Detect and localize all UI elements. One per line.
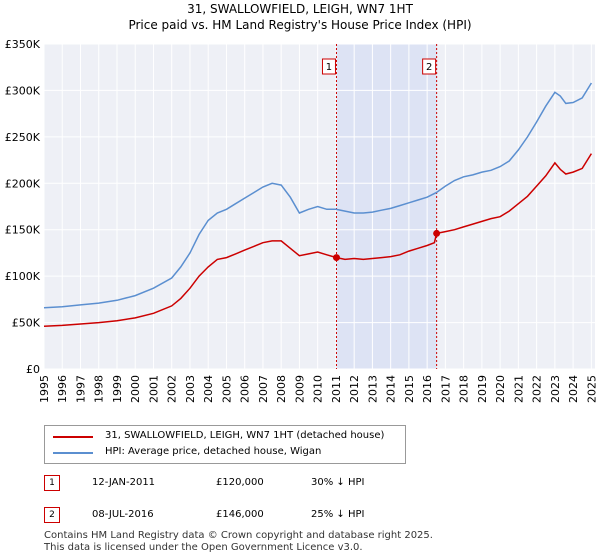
x-tick-label: 2008 bbox=[275, 375, 288, 403]
chart-title: 31, SWALLOWFIELD, LEIGH, WN7 1HT bbox=[187, 2, 413, 16]
footer-copyright: Contains HM Land Registry data © Crown c… bbox=[44, 530, 433, 541]
x-tick-label: 2018 bbox=[458, 375, 471, 403]
x-tick-label: 2011 bbox=[330, 375, 343, 403]
x-tick-label: 2006 bbox=[239, 375, 252, 403]
x-tick-label: 2003 bbox=[184, 375, 197, 403]
sale-point bbox=[332, 254, 340, 262]
legend: 31, SWALLOWFIELD, LEIGH, WN7 1HT (detach… bbox=[44, 425, 406, 464]
x-tick-label: 2010 bbox=[312, 375, 325, 403]
legend-label-property: 31, SWALLOWFIELD, LEIGH, WN7 1HT (detach… bbox=[105, 430, 385, 441]
sale-badge bbox=[321, 58, 336, 75]
transaction-price: £120,000 bbox=[216, 477, 264, 488]
y-tick-label: £200K bbox=[5, 177, 41, 190]
transaction-hpi-diff: 25% ↓ HPI bbox=[311, 509, 365, 520]
sale-badge bbox=[422, 58, 437, 75]
chart-subtitle: Price paid vs. HM Land Registry's House … bbox=[128, 18, 472, 32]
x-tick-label: 2022 bbox=[531, 375, 544, 403]
ownership-period-shading bbox=[336, 44, 437, 369]
y-tick-label: £350K bbox=[5, 38, 41, 51]
legend-swatch-property bbox=[53, 436, 93, 438]
y-tick-label: £50K bbox=[12, 317, 41, 330]
x-tick-label: 2025 bbox=[585, 375, 598, 403]
footer-licence: This data is licensed under the Open Gov… bbox=[44, 542, 363, 553]
x-tick-label: 2002 bbox=[166, 375, 179, 403]
x-tick-label: 2007 bbox=[257, 375, 270, 403]
x-tick-label: 2015 bbox=[403, 375, 416, 403]
x-tick-label: 2013 bbox=[366, 375, 379, 403]
property-price-line bbox=[43, 153, 593, 328]
transaction-price: £146,000 bbox=[216, 509, 264, 520]
y-tick-label: £300K bbox=[5, 84, 41, 97]
transaction-marker: 2 bbox=[44, 507, 60, 523]
transaction-hpi-diff: 30% ↓ HPI bbox=[311, 477, 365, 488]
legend-swatch-hpi bbox=[53, 452, 93, 454]
hpi-line bbox=[43, 82, 593, 309]
x-tick-label: 2001 bbox=[147, 375, 160, 403]
x-tick-label: 2014 bbox=[385, 375, 398, 403]
x-tick-label: 1996 bbox=[56, 375, 69, 403]
x-tick-label: 2009 bbox=[293, 375, 306, 403]
y-tick-label: £250K bbox=[5, 131, 41, 144]
x-tick-label: 2017 bbox=[439, 375, 452, 403]
x-tick-label: 1997 bbox=[74, 375, 87, 403]
x-tick-label: 2012 bbox=[348, 375, 361, 403]
x-tick-label: 2023 bbox=[549, 375, 562, 403]
legend-label-hpi: HPI: Average price, detached house, Wiga… bbox=[105, 446, 322, 457]
transaction-marker: 1 bbox=[44, 475, 60, 491]
x-tick-label: 2021 bbox=[512, 375, 525, 403]
transaction-date: 12-JAN-2011 bbox=[92, 477, 156, 488]
y-tick-label: £100K bbox=[5, 270, 41, 283]
x-tick-label: 2024 bbox=[567, 375, 580, 403]
sale-point bbox=[433, 229, 441, 237]
sale-badge-label: 1 bbox=[326, 62, 332, 73]
x-tick-label: 1998 bbox=[93, 375, 106, 403]
x-tick-label: 1999 bbox=[111, 375, 124, 403]
x-tick-label: 2004 bbox=[202, 375, 215, 403]
x-tick-label: 2016 bbox=[421, 375, 434, 403]
sale-badge-label: 2 bbox=[426, 62, 432, 73]
y-tick-label: £0 bbox=[26, 363, 40, 376]
y-tick-label: £150K bbox=[5, 224, 41, 237]
x-tick-label: 2020 bbox=[494, 375, 507, 403]
x-tick-label: 2000 bbox=[129, 375, 142, 403]
transaction-date: 08-JUL-2016 bbox=[92, 509, 154, 520]
x-tick-label: 2019 bbox=[476, 375, 489, 403]
price-chart: £0 £50K £100K £150K £200K £250K £300K £350K 1995… bbox=[5, 38, 599, 403]
x-tick-label: 2005 bbox=[220, 375, 233, 403]
x-tick-label: 1995 bbox=[38, 375, 51, 403]
